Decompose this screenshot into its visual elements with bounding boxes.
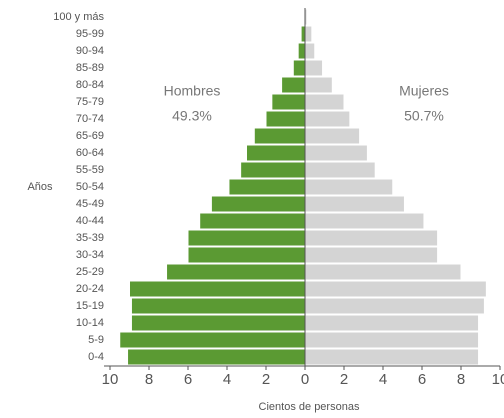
bar bbox=[271, 93, 306, 111]
x-tick-label: 2 bbox=[262, 371, 270, 388]
bar bbox=[240, 161, 306, 179]
bar bbox=[187, 246, 306, 264]
x-tick-label: 0 bbox=[301, 371, 309, 388]
bar bbox=[304, 195, 405, 213]
bar bbox=[199, 212, 306, 230]
bar bbox=[304, 161, 376, 179]
y-tick-label: 20-24 bbox=[76, 283, 104, 295]
x-tick-label: 8 bbox=[457, 371, 465, 388]
bar bbox=[253, 127, 306, 145]
x-tick-label: 6 bbox=[184, 371, 192, 388]
bar bbox=[304, 127, 361, 145]
bar bbox=[304, 93, 345, 111]
bar bbox=[297, 42, 306, 60]
y-tick-label: 10-14 bbox=[76, 317, 104, 329]
bar bbox=[304, 25, 313, 43]
bar bbox=[210, 195, 306, 213]
y-tick-label: 0-4 bbox=[88, 351, 104, 363]
bar bbox=[129, 280, 306, 298]
bar bbox=[304, 212, 425, 230]
bar bbox=[304, 280, 487, 298]
bar bbox=[228, 178, 306, 196]
bar bbox=[304, 144, 368, 162]
bar bbox=[265, 110, 306, 128]
bar bbox=[304, 331, 480, 349]
y-tick-label: 75-79 bbox=[76, 96, 104, 108]
bar bbox=[304, 229, 439, 247]
legend-share: 49.3% bbox=[172, 108, 212, 124]
bar bbox=[246, 144, 306, 162]
bar bbox=[187, 229, 306, 247]
bar bbox=[304, 110, 351, 128]
bar bbox=[127, 348, 306, 366]
legend-label: Mujeres bbox=[399, 83, 449, 99]
y-tick-label: 95-99 bbox=[76, 28, 104, 40]
y-tick-label: 5-9 bbox=[88, 334, 104, 346]
y-tick-label: 15-19 bbox=[76, 300, 104, 312]
y-axis-label: Años bbox=[27, 181, 53, 193]
bar bbox=[304, 263, 462, 281]
y-tick-label: 100 y más bbox=[53, 11, 104, 23]
y-tick-label: 65-69 bbox=[76, 130, 104, 142]
bar bbox=[304, 348, 480, 366]
bar bbox=[304, 314, 480, 332]
y-tick-label: 70-74 bbox=[76, 113, 104, 125]
y-tick-label: 35-39 bbox=[76, 232, 104, 244]
bar bbox=[281, 76, 306, 94]
y-tick-label: 30-34 bbox=[76, 249, 104, 261]
x-tick-label: 2 bbox=[340, 371, 348, 388]
y-tick-label: 45-49 bbox=[76, 198, 104, 210]
bar bbox=[166, 263, 306, 281]
y-tick-label: 55-59 bbox=[76, 164, 104, 176]
bar bbox=[304, 297, 485, 315]
y-tick-label: 85-89 bbox=[76, 62, 104, 74]
bar bbox=[304, 178, 394, 196]
bar bbox=[304, 42, 316, 60]
bar bbox=[130, 314, 306, 332]
bar bbox=[304, 246, 439, 264]
bar bbox=[304, 76, 333, 94]
legend-label: Hombres bbox=[164, 83, 221, 99]
x-axis-label: Cientos de personas bbox=[259, 401, 360, 413]
x-tick-label: 4 bbox=[379, 371, 387, 388]
y-tick-label: 60-64 bbox=[76, 147, 104, 159]
x-tick-label: 10 bbox=[492, 371, 504, 388]
bar bbox=[119, 331, 306, 349]
y-tick-label: 80-84 bbox=[76, 79, 104, 91]
bar bbox=[292, 59, 306, 77]
y-tick-label: 25-29 bbox=[76, 266, 104, 278]
bar bbox=[300, 25, 306, 43]
legend-share: 50.7% bbox=[404, 108, 444, 124]
x-tick-label: 4 bbox=[223, 371, 231, 388]
bar bbox=[304, 59, 324, 77]
y-tick-label: 90-94 bbox=[76, 45, 104, 57]
bar bbox=[130, 297, 306, 315]
y-tick-label: 50-54 bbox=[76, 181, 104, 193]
x-tick-label: 6 bbox=[418, 371, 426, 388]
y-tick-label: 40-44 bbox=[76, 215, 104, 227]
x-tick-label: 8 bbox=[145, 371, 153, 388]
x-tick-label: 10 bbox=[102, 371, 119, 388]
